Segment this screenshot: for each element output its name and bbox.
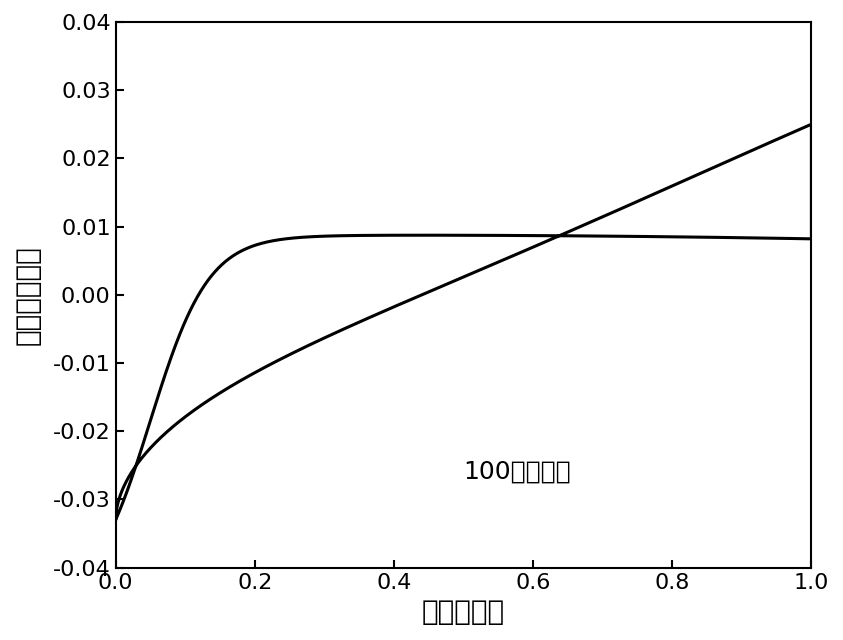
Y-axis label: 电流（安培）: 电流（安培） <box>13 245 42 345</box>
X-axis label: 电压（伏）: 电压（伏） <box>422 598 505 626</box>
Text: 100毫伏／秒: 100毫伏／秒 <box>464 460 572 484</box>
